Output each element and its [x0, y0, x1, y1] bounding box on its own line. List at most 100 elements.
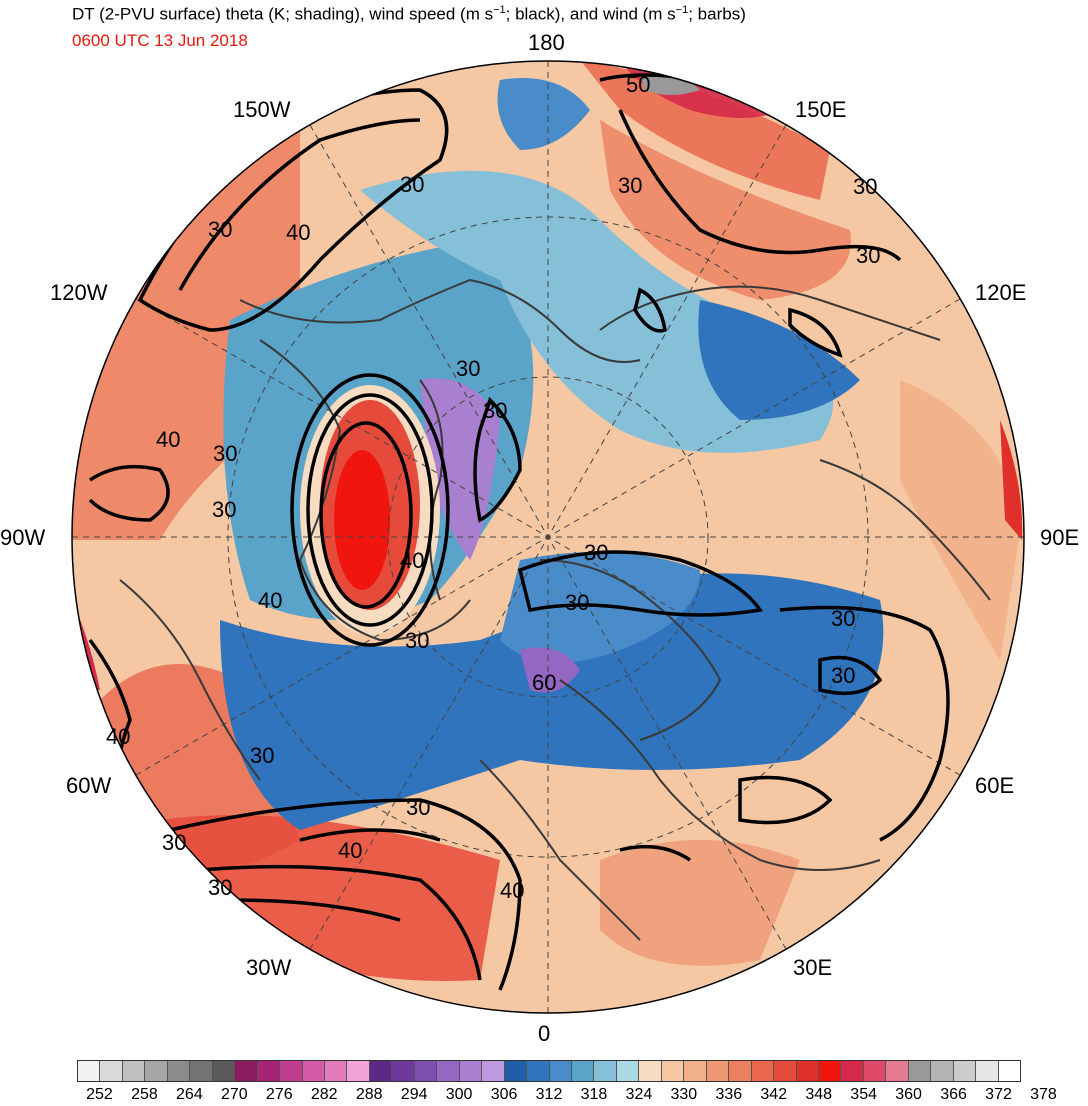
- colorbar-swatch: [706, 1061, 730, 1081]
- contour-label: 30: [565, 590, 589, 615]
- contour-label: 30: [162, 830, 186, 855]
- colorbar-tick-label: 300: [445, 1086, 473, 1103]
- colorbar-swatch: [998, 1061, 1021, 1081]
- colorbar-swatch: [841, 1061, 864, 1081]
- contour-label: 40: [258, 588, 282, 613]
- figure-title: DT (2-PVU surface) theta (K; shading), w…: [72, 4, 746, 24]
- lon-label-60w: 60W: [66, 773, 112, 798]
- colorbar-swatch: [302, 1061, 325, 1081]
- lon-label-120e: 120E: [975, 280, 1027, 305]
- wind-speed-contours: [88, 73, 950, 991]
- contour-label: 30: [831, 663, 855, 688]
- colorbar-swatch: [796, 1061, 819, 1081]
- colorbar-tick-label: 312: [535, 1086, 563, 1103]
- lon-label-90e: 90E: [1040, 525, 1080, 550]
- colorbar-swatch: [908, 1061, 932, 1081]
- contour-label: 30: [584, 540, 608, 565]
- colorbar-swatch: [459, 1061, 483, 1081]
- colorbar-tick-label: 258: [131, 1086, 158, 1103]
- colorbar-swatch: [684, 1061, 707, 1081]
- colorbar-tick-label: 336: [715, 1086, 743, 1103]
- contour-label: 40: [106, 724, 130, 749]
- colorbar-swatch: [549, 1061, 572, 1081]
- contour-label: 30: [483, 398, 507, 423]
- colorbar-swatch: [976, 1061, 999, 1081]
- colorbar-tick-label: 264: [176, 1086, 203, 1103]
- lon-label-150e: 150E: [795, 97, 847, 122]
- colorbar-tick-label: 354: [850, 1086, 878, 1103]
- colorbar-tick-label: 252: [86, 1086, 113, 1103]
- colorbar-swatch: [594, 1061, 617, 1081]
- lon-label-60e: 60E: [975, 773, 1015, 798]
- valid-time: 0600 UTC 13 Jun 2018: [72, 31, 248, 50]
- contour-labels: 50 30 30 30 30 40 30 30 30 30 40 30 40 3…: [106, 72, 880, 903]
- lon-label-180: 180: [528, 30, 565, 55]
- contour-label: 30: [831, 606, 855, 631]
- contour-label: 30: [213, 441, 237, 466]
- colorbar-tick-label: 318: [580, 1086, 608, 1103]
- colorbar-swatch: [145, 1061, 168, 1081]
- colorbar-swatch: [280, 1061, 303, 1081]
- contour-label: 30: [250, 743, 274, 768]
- lon-label-0: 0: [538, 1021, 551, 1046]
- colorbar-tick-label: 330: [670, 1086, 698, 1103]
- colorbar-tick-label: 276: [265, 1086, 293, 1103]
- colorbar-swatch: [774, 1061, 797, 1081]
- colorbar-swatch: [661, 1061, 685, 1081]
- colorbar-swatch: [571, 1061, 595, 1081]
- lon-label-150w: 150W: [233, 97, 291, 122]
- lon-label-90w: 90W: [0, 525, 46, 550]
- colorbar-swatch: [369, 1061, 393, 1081]
- contour-label: 30: [456, 356, 480, 381]
- colorbar-swatch: [729, 1061, 752, 1081]
- contour-label: 30: [400, 172, 424, 197]
- colorbar-tick-label: 288: [355, 1086, 383, 1103]
- colorbar-swatch: [863, 1061, 887, 1081]
- contour-label: 60: [532, 670, 556, 695]
- colorbar-swatch: [504, 1061, 528, 1081]
- colorbar-swatch: [527, 1061, 550, 1081]
- colorbar-swatch: [751, 1061, 775, 1081]
- colorbar-tick-labels: 252 258 264 270 276 282 288 294 300 306 312 318 324 3…: [77, 1086, 1057, 1106]
- colorbar-swatch: [235, 1061, 258, 1081]
- colorbar-swatch: [616, 1061, 640, 1081]
- colorbar-swatch: [167, 1061, 191, 1081]
- contour-label: 30: [618, 173, 642, 198]
- colorbar-tick-label: 372: [985, 1086, 1012, 1103]
- lon-label-120w: 120W: [50, 280, 108, 305]
- colorbar-swatch: [257, 1061, 281, 1081]
- colorbar-tick-label: 366: [940, 1086, 967, 1103]
- contour-label: 30: [853, 174, 877, 199]
- contour-label: 30: [856, 243, 880, 268]
- contour-label: 30: [212, 497, 236, 522]
- colorbar-swatch: [324, 1061, 348, 1081]
- colorbar-swatch: [78, 1061, 101, 1081]
- colorbar-swatch: [639, 1061, 662, 1081]
- colorbar-tick-label: 324: [625, 1086, 653, 1103]
- colorbar-tick-label: 360: [895, 1086, 922, 1103]
- contour-label: 40: [286, 220, 310, 245]
- colorbar-tick-label: 306: [490, 1086, 518, 1103]
- colorbar-swatch: [931, 1061, 954, 1081]
- colorbar-swatch: [886, 1061, 909, 1081]
- colorbar-tick-label: 342: [760, 1086, 788, 1103]
- colorbar: [77, 1060, 1021, 1082]
- contour-label: 30: [208, 875, 232, 900]
- contour-label: 40: [156, 427, 180, 452]
- contour-label: 30: [208, 217, 232, 242]
- colorbar-swatch: [122, 1061, 146, 1081]
- polar-map: 50 30 30 30 30 40 30 30 30 30 40 30 40 3…: [71, 60, 1025, 1014]
- contour-label: 30: [406, 795, 430, 820]
- colorbar-swatch: [437, 1061, 460, 1081]
- contour-label: 40: [338, 838, 362, 863]
- colorbar-swatch: [212, 1061, 236, 1081]
- colorbar-swatch: [190, 1061, 213, 1081]
- colorbar-tick-label: 294: [400, 1086, 428, 1103]
- colorbar-swatch: [100, 1061, 123, 1081]
- lon-label-30e: 30E: [793, 955, 833, 980]
- contour-label: 50: [626, 72, 650, 97]
- colorbar-swatch: [953, 1061, 977, 1081]
- colorbar-swatch: [347, 1061, 370, 1081]
- colorbar-tick-label: 378: [1030, 1086, 1057, 1103]
- contour-label: 40: [500, 878, 524, 903]
